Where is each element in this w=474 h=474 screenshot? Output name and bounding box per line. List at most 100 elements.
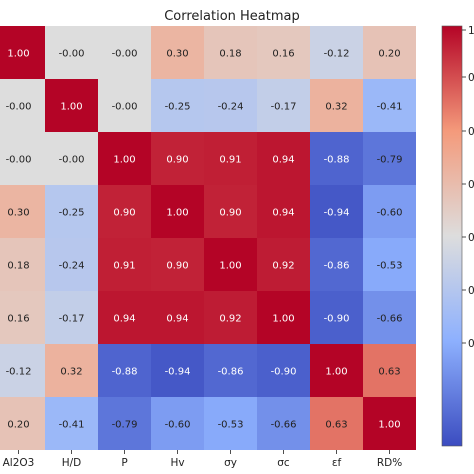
heatmap-cell-value: 1.00 (166, 208, 188, 219)
heatmap-cell (45, 79, 98, 132)
heatmap-cell-value: -0.25 (165, 102, 191, 113)
heatmap-cell-value: -0.66 (271, 420, 297, 431)
heatmap-grid: 1.00 -0.00 -0.00 0.30 0.18 0.16 -0.12 0.20 -0.00… (0, 26, 416, 450)
heatmap-cell-value: -0.00 (59, 49, 85, 60)
heatmap-cell (363, 26, 416, 79)
heatmap-cell (151, 397, 204, 450)
heatmap-cell-value: 0.94 (272, 208, 294, 219)
heatmap-cell-value: 1.00 (7, 49, 29, 60)
heatmap-cell-value: 0.63 (325, 420, 347, 431)
heatmap-cell (151, 26, 204, 79)
heatmap-cell (45, 26, 98, 79)
heatmap-cell (204, 79, 257, 132)
heatmap-cell-value: 0.90 (113, 208, 135, 219)
heatmap-cell (45, 344, 98, 397)
heatmap-cell-value: -0.00 (112, 102, 138, 113)
heatmap-cell-value: -0.60 (165, 420, 191, 431)
heatmap-cell (257, 79, 310, 132)
heatmap-cell (310, 238, 363, 291)
heatmap-cell-value: -0.53 (377, 261, 403, 272)
heatmap-cell (310, 79, 363, 132)
heatmap-cell-value: 1.00 (113, 155, 135, 166)
heatmap-cell-value: 1.00 (325, 367, 347, 378)
heatmap-cell (98, 397, 151, 450)
heatmap-cell (98, 291, 151, 344)
heatmap-cell (151, 132, 204, 185)
heatmap-cell (204, 132, 257, 185)
heatmap-cell (204, 291, 257, 344)
heatmap-cell (310, 344, 363, 397)
heatmap-cell-value: 0.94 (272, 155, 294, 166)
heatmap-cell-value: 0.63 (378, 367, 400, 378)
colorbar-tick-label: 0 (468, 285, 474, 297)
colorbar-tick-label: 0 (468, 338, 474, 350)
heatmap-cell-value: -0.86 (218, 367, 244, 378)
heatmap-cell-value: 1.00 (219, 261, 241, 272)
colorbar-gradient (441, 25, 463, 447)
heatmap-cell (257, 291, 310, 344)
heatmap-cell-value: -0.24 (218, 102, 244, 113)
heatmap-cell-value: -0.41 (59, 420, 85, 431)
heatmap-cell-value: 0.32 (325, 102, 347, 113)
heatmap-cell-value: 0.90 (166, 261, 188, 272)
x-tick-label: RD% (377, 457, 402, 469)
heatmap-cell-value: 0.32 (60, 367, 82, 378)
heatmap-cell-value: 0.94 (166, 314, 188, 325)
heatmap-cell-value: 0.91 (219, 155, 241, 166)
x-tick-label: P (121, 457, 127, 469)
heatmap-cell-value: -0.00 (6, 102, 32, 113)
heatmap-cell-value: -0.24 (59, 261, 85, 272)
x-tick-label: σc (277, 457, 290, 469)
heatmap-cell (151, 238, 204, 291)
heatmap-cell (204, 397, 257, 450)
heatmap-cell (363, 291, 416, 344)
colorbar-tick-label: 0 (468, 126, 474, 138)
colorbar-tick-label: 1 (468, 25, 474, 37)
heatmap-cell (310, 291, 363, 344)
chart-title: Correlation Heatmap (164, 9, 300, 24)
heatmap-cell (45, 132, 98, 185)
heatmap-cell-value: -0.17 (59, 314, 85, 325)
x-tick-label: εf (332, 457, 342, 469)
heatmap-cell (310, 26, 363, 79)
heatmap-cell-value: -0.66 (377, 314, 403, 325)
heatmap-cell (45, 238, 98, 291)
heatmap-cell (204, 238, 257, 291)
heatmap-cell (363, 185, 416, 238)
heatmap-cell (45, 185, 98, 238)
colorbar-tick-label: 0 (468, 232, 474, 244)
heatmap-cell-value: 0.16 (272, 49, 294, 60)
heatmap-cell-value: -0.86 (324, 261, 350, 272)
x-tick-label: Al2O3 (3, 457, 35, 469)
heatmap-cell (257, 238, 310, 291)
heatmap-cell-value: -0.90 (271, 367, 297, 378)
heatmap-cell-value: -0.94 (324, 208, 350, 219)
heatmap-cell-value: 0.94 (113, 314, 135, 325)
heatmap-cell-value: 0.90 (219, 208, 241, 219)
heatmap-cell-value: 0.90 (166, 155, 188, 166)
heatmap-cell-value: 0.92 (272, 261, 294, 272)
heatmap-cell-value: -0.94 (165, 367, 191, 378)
heatmap-cell (257, 185, 310, 238)
heatmap-cell (0, 185, 45, 238)
heatmap-cell (151, 291, 204, 344)
heatmap-cell-value: -0.79 (377, 155, 403, 166)
heatmap-cell-value: 0.20 (7, 420, 29, 431)
heatmap-cell (363, 238, 416, 291)
heatmap-cell (98, 26, 151, 79)
heatmap-cell (0, 26, 45, 79)
x-axis-tick-labels: Al2O3 H/D P Hv σy σc εf RD% (3, 450, 402, 469)
heatmap-cell (151, 79, 204, 132)
heatmap-cell-value: -0.79 (112, 420, 138, 431)
heatmap-cell (151, 185, 204, 238)
heatmap-cell-value: -0.12 (6, 367, 32, 378)
x-tick-label: σy (224, 457, 237, 469)
heatmap-cell (204, 26, 257, 79)
heatmap-cell-value: 0.30 (166, 49, 188, 60)
heatmap-cell-value: -0.60 (377, 208, 403, 219)
colorbar: 1 0 0 0 0 0 0 (441, 25, 474, 447)
heatmap-cell-value: -0.25 (59, 208, 85, 219)
heatmap-cell (363, 344, 416, 397)
heatmap-cell (363, 79, 416, 132)
heatmap-cell (257, 26, 310, 79)
